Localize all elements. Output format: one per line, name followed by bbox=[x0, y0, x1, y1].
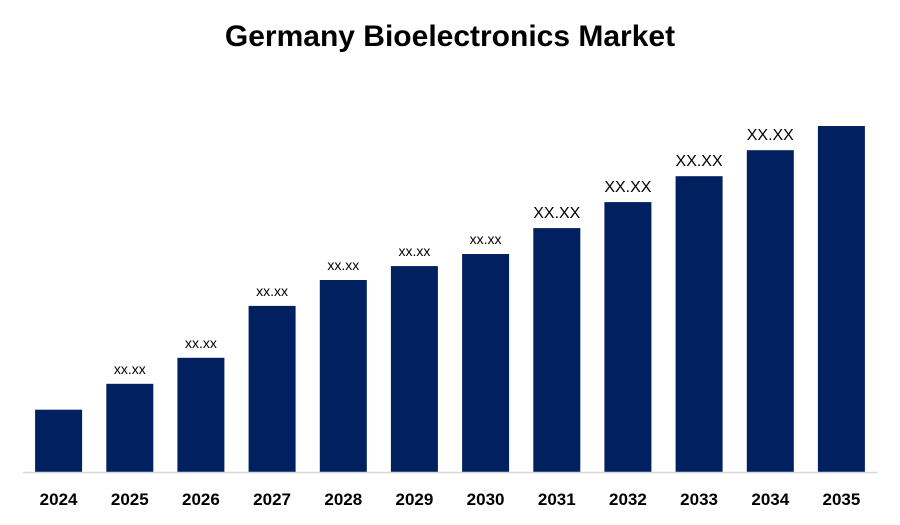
bar-2034 bbox=[746, 150, 794, 472]
bar-2025 bbox=[106, 383, 154, 472]
bar-2031 bbox=[533, 228, 581, 472]
data-label-2027: xx.xx bbox=[256, 283, 288, 299]
data-label-2028: xx.xx bbox=[327, 257, 359, 273]
data-label-2031: XX.XX bbox=[533, 205, 580, 222]
x-tick-label-2025: 2025 bbox=[111, 490, 149, 509]
data-label-2034: XX.XX bbox=[747, 127, 794, 144]
x-tick-label-2028: 2028 bbox=[324, 490, 362, 509]
bar-2030 bbox=[462, 254, 510, 472]
bar-2035 bbox=[817, 126, 865, 472]
data-label-2025: xx.xx bbox=[114, 361, 146, 377]
bar-2028 bbox=[319, 280, 367, 472]
bar-2033 bbox=[675, 176, 723, 472]
bar-2024 bbox=[35, 409, 83, 472]
x-tick-label-2031: 2031 bbox=[538, 490, 576, 509]
data-label-2033: XX.XX bbox=[676, 153, 723, 170]
bars-layer bbox=[35, 126, 865, 472]
bar-2029 bbox=[390, 266, 438, 472]
data-label-2032: XX.XX bbox=[604, 179, 651, 196]
x-tick-label-2033: 2033 bbox=[680, 490, 718, 509]
x-tick-label-2029: 2029 bbox=[395, 490, 433, 509]
chart-title: Germany Bioelectronics Market bbox=[224, 20, 676, 53]
x-tick-label-2027: 2027 bbox=[253, 490, 291, 509]
data-label-2026: xx.xx bbox=[185, 335, 217, 351]
data-labels-layer: xx.xx xx.xx xx.xx xx.xx xx.xx xx.xx XX.XX XX.XX… bbox=[114, 127, 794, 377]
bar-2032 bbox=[604, 202, 652, 472]
x-tick-label-2024: 2024 bbox=[40, 490, 78, 509]
data-label-2030: xx.xx bbox=[470, 231, 502, 247]
bar-2027 bbox=[248, 305, 296, 472]
data-label-2029: xx.xx bbox=[398, 243, 430, 259]
x-tick-labels: 2024 2025 2026 2027 2028 2029 2030 2031 2032 2033… bbox=[40, 490, 861, 509]
x-tick-label-2035: 2035 bbox=[822, 490, 860, 509]
bar-2026 bbox=[177, 357, 225, 472]
x-tick-label-2030: 2030 bbox=[467, 490, 505, 509]
x-tick-label-2034: 2034 bbox=[751, 490, 789, 509]
x-tick-label-2032: 2032 bbox=[609, 490, 647, 509]
x-tick-label-2026: 2026 bbox=[182, 490, 220, 509]
